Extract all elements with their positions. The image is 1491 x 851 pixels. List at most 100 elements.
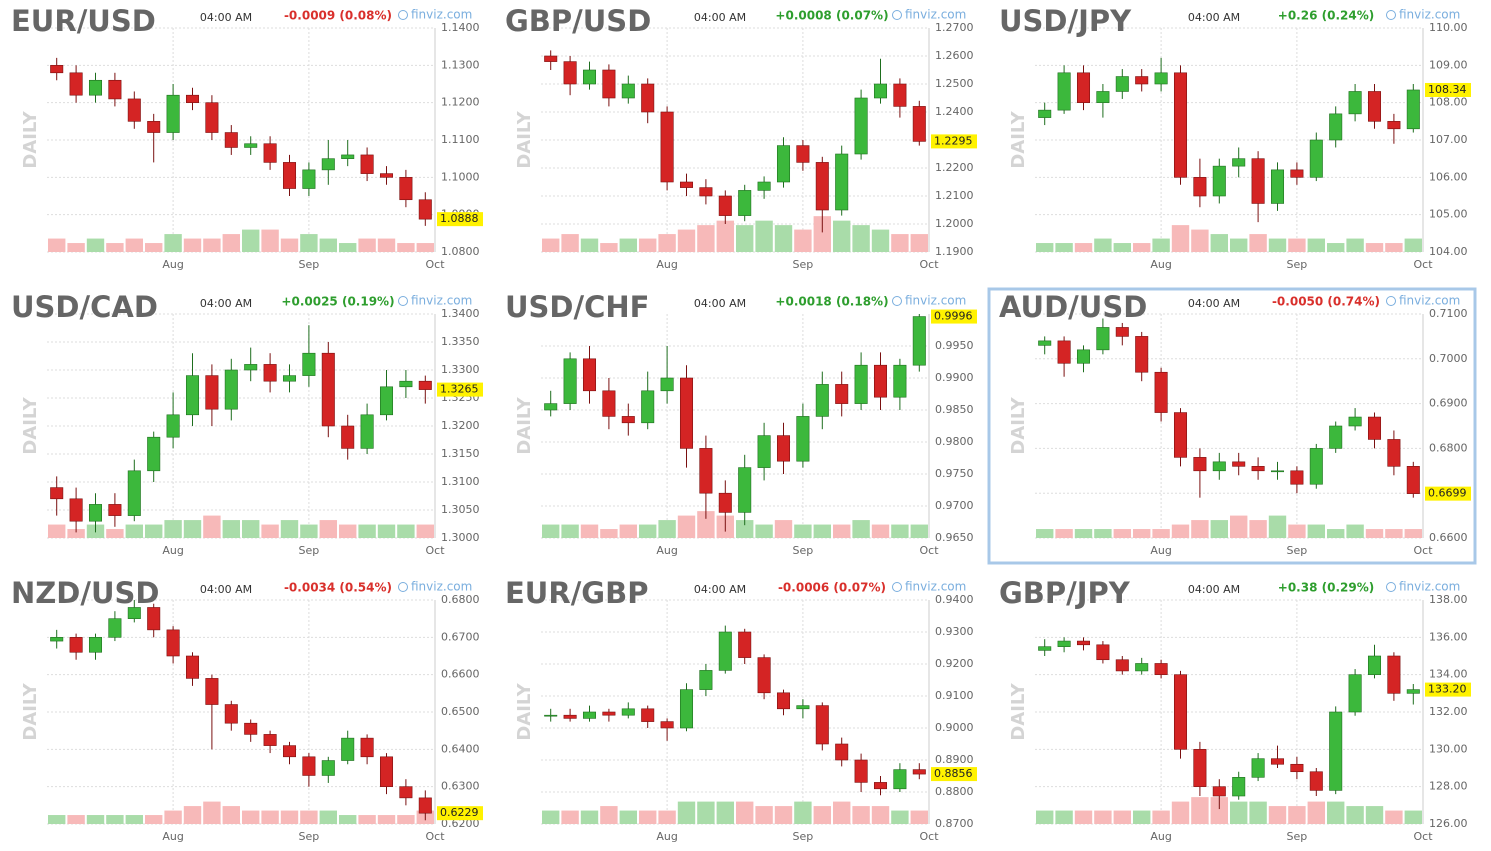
volume-bar [183, 520, 202, 538]
source[interactable]: finviz.com [1399, 8, 1460, 22]
volume-bar [871, 524, 890, 538]
y-tick-label: 0.9650 [935, 531, 974, 544]
candle-body [699, 187, 713, 197]
chart-panel[interactable]: 1.08001.09001.10001.11001.12001.13001.14… [11, 4, 483, 271]
pair-title: NZD/USD [11, 576, 159, 610]
candle-body [679, 181, 694, 188]
change: +0.0025 (0.19%) [281, 295, 394, 309]
volume-bar [580, 238, 599, 252]
candle-body [1154, 371, 1168, 413]
y-tick-label: 1.3050 [441, 503, 480, 516]
volume-bar [106, 243, 124, 252]
candle-body [1193, 749, 1207, 787]
volume-bar [755, 524, 773, 538]
volume-bar [736, 225, 754, 252]
candle-body [815, 705, 829, 745]
volume-bar [716, 801, 734, 824]
last-price-box [931, 767, 977, 782]
volume-bar [377, 524, 396, 538]
candle-body [1387, 439, 1401, 467]
source[interactable]: finviz.com [411, 580, 472, 594]
candle-body [1135, 336, 1149, 373]
candle-body [88, 637, 103, 653]
candle-body [399, 786, 413, 799]
x-tick-label: Oct [1413, 830, 1433, 843]
y-tick-label: 0.9800 [935, 435, 974, 448]
source[interactable]: finviz.com [1399, 580, 1460, 594]
candle-body [1329, 711, 1343, 791]
source[interactable]: finviz.com [905, 294, 966, 308]
candle-body [302, 169, 316, 189]
candle-body [224, 132, 238, 148]
volume-bar [871, 229, 890, 252]
chart-panel[interactable]: 104.00 105.00 106.00 107.00 108.00 109.00 110.… [999, 4, 1471, 271]
candle-body [1290, 169, 1304, 178]
last-price-box [931, 309, 977, 324]
source[interactable]: finviz.com [411, 8, 472, 22]
chart-panel[interactable]: 0.66000.67000.68000.69000.70000.7100AugS… [987, 287, 1477, 565]
volume-bar [910, 524, 928, 538]
candle-body [602, 390, 616, 417]
candle-body [1173, 72, 1188, 178]
candle-body [88, 504, 103, 522]
volume-bar [1133, 529, 1151, 538]
time: 04:00 AM [1188, 297, 1240, 310]
source[interactable]: finviz.com [905, 580, 966, 594]
volume-bar [164, 234, 182, 252]
candle-body [166, 414, 180, 438]
volume-bar [658, 234, 676, 252]
y-tick-label: 1.2700 [935, 21, 974, 34]
volume-bar [1346, 238, 1364, 252]
candle-body [1154, 663, 1168, 675]
candle-body [1038, 109, 1052, 118]
source[interactable]: finviz.com [411, 294, 472, 308]
y-tick-label: 1.3400 [441, 307, 480, 320]
y-tick-label: 0.9300 [935, 625, 974, 638]
candle-body [1212, 786, 1226, 797]
chart-panel[interactable]: 1.19001.20001.21001.22001.23001.24001.25… [505, 4, 977, 271]
chart-panel[interactable]: 126.00 128.00 130.00 132.00 134.00 136.00 138.… [999, 576, 1471, 843]
x-tick-label: Aug [1150, 830, 1171, 843]
y-tick-label: 1.1100 [441, 133, 480, 146]
chart-panel[interactable]: 1.30001.30501.31001.31501.32001.32501.33… [11, 290, 483, 557]
candle-body [1290, 470, 1304, 485]
candle-body [205, 678, 219, 705]
volume-bar [242, 229, 260, 252]
candle-body [185, 375, 200, 416]
source-icon [398, 582, 408, 592]
candle-body [379, 386, 394, 416]
x-tick-label: Aug [1150, 544, 1171, 557]
candle-body [127, 98, 141, 122]
candle-body [1135, 76, 1149, 85]
volume-bar [145, 815, 163, 824]
candle-body [418, 380, 432, 390]
volume-bar [1094, 238, 1112, 252]
y-tick-label: 107.00 [1429, 133, 1468, 146]
source[interactable]: finviz.com [1399, 294, 1460, 308]
volume-bar [677, 515, 696, 538]
candle-body [1096, 644, 1110, 661]
volume-bar [1074, 810, 1093, 824]
volume-bar [1249, 520, 1267, 538]
x-tick-label: Sep [1287, 830, 1308, 843]
volume-bar [639, 810, 657, 824]
chart-panel[interactable]: 0.9650 0.9700 0.9750 0.9800 0.9850 0.9900 0.99… [505, 290, 977, 557]
candle-body [185, 94, 200, 103]
volume-bar [358, 238, 376, 252]
candle-body [796, 416, 810, 462]
candle-body [835, 384, 849, 404]
volume-bar [697, 511, 715, 538]
volume-bar [1152, 238, 1170, 252]
y-tick-label: 1.3150 [441, 447, 480, 460]
volume-bar [280, 238, 299, 252]
chart-panel[interactable]: 0.8700 0.8800 0.8900 0.9000 0.9100 0.9200 0.93… [505, 576, 977, 843]
volume-bar [600, 529, 618, 538]
volume-bar [203, 515, 221, 538]
source[interactable]: finviz.com [905, 8, 966, 22]
volume-bar [1074, 529, 1093, 538]
candle-body [1406, 689, 1420, 694]
last-price: 133.20 [1428, 683, 1467, 696]
volume-bar [1055, 810, 1073, 824]
chart-panel[interactable]: 0.6200 0.6300 0.6400 0.6500 0.6600 0.6700 0.68… [11, 576, 483, 843]
